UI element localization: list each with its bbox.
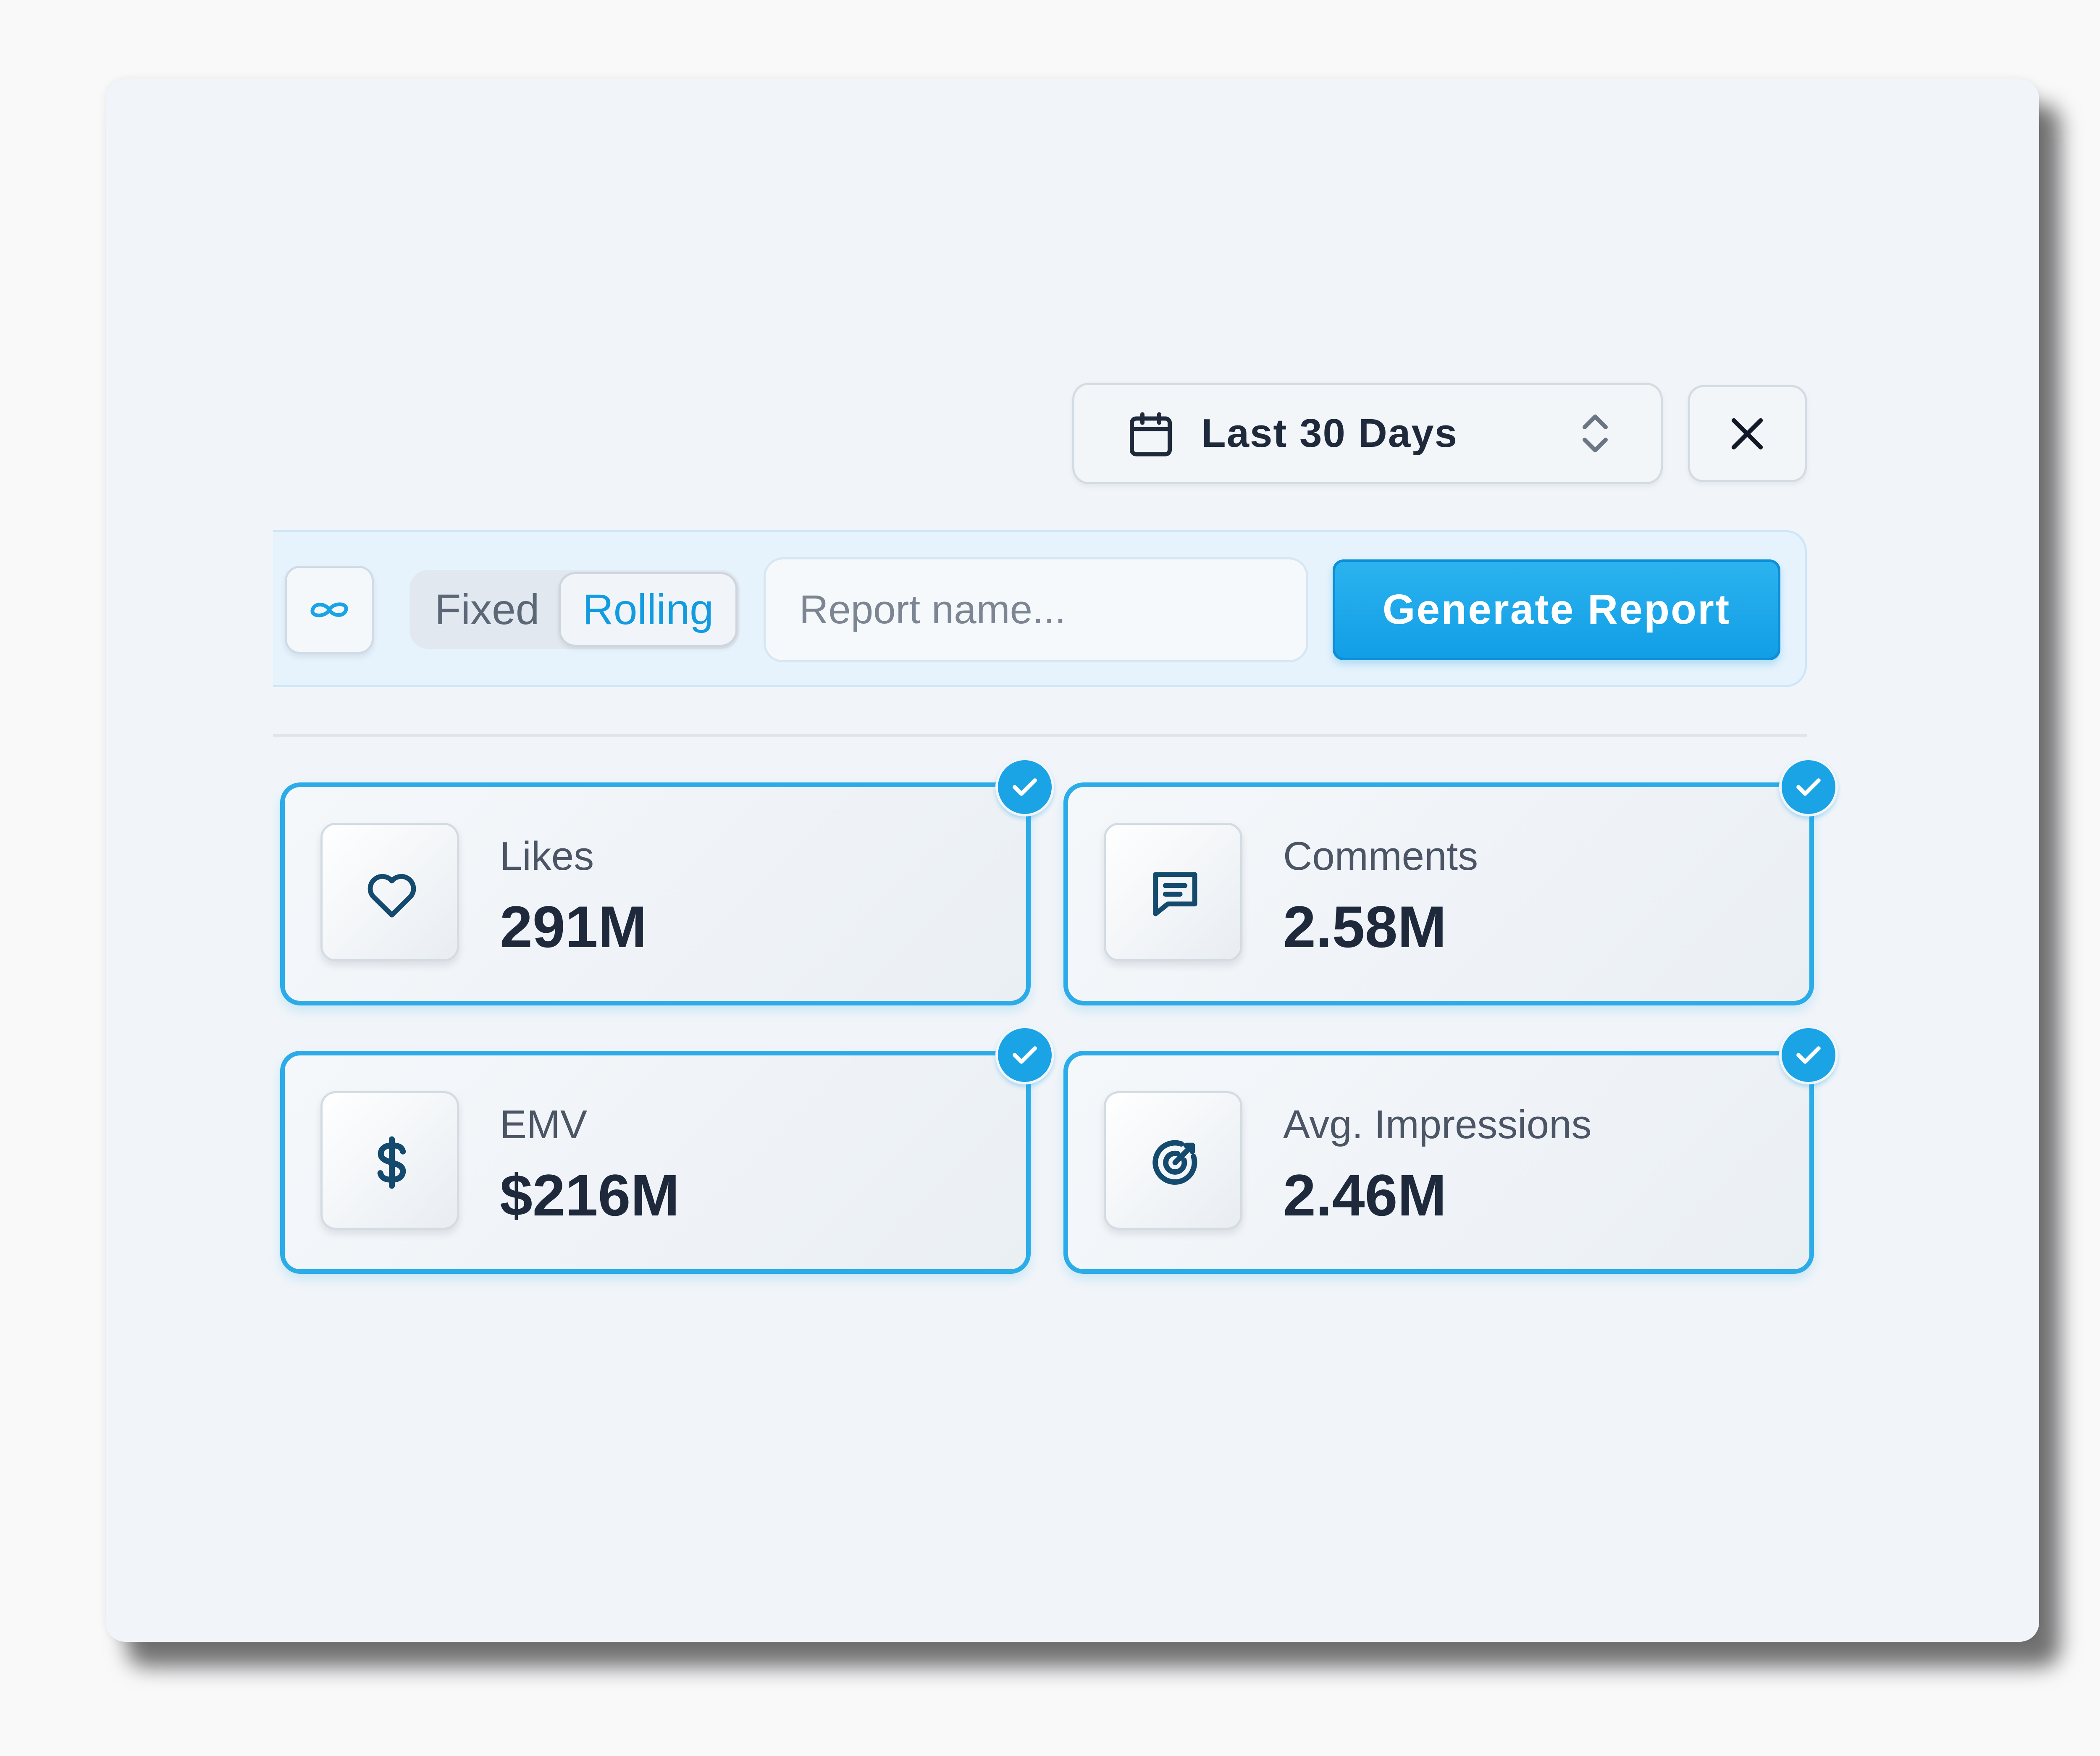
close-icon (1731, 418, 1763, 450)
metric-label: Likes (500, 834, 594, 879)
close-button[interactable] (1688, 385, 1807, 482)
selected-check-badge (995, 758, 1054, 816)
rolling-toggle-button[interactable] (285, 566, 374, 654)
mode-option-fixed[interactable]: Fixed (435, 585, 540, 633)
metric-label: EMV (500, 1102, 588, 1147)
selected-check-badge (1779, 1026, 1838, 1084)
metric-icon-box (320, 823, 459, 961)
metric-card-likes[interactable]: Likes 291M (280, 782, 1031, 1005)
check-icon (1796, 1046, 1821, 1064)
mode-segmented-control: Fixed Rolling (410, 570, 740, 649)
report-name-input[interactable] (764, 557, 1308, 662)
target-icon (1152, 1140, 1197, 1185)
metric-value: 2.46M (1283, 1162, 1447, 1228)
heart-icon (368, 874, 416, 918)
metric-label: Avg. Impressions (1283, 1102, 1592, 1147)
calendar-icon (1130, 412, 1172, 457)
mode-option-rolling[interactable]: Rolling (559, 572, 738, 647)
metric-value: $216M (500, 1162, 680, 1228)
check-icon (1013, 778, 1037, 796)
selected-check-badge (995, 1026, 1054, 1084)
metric-icon-box (1104, 823, 1242, 961)
message-icon (1153, 872, 1197, 916)
dollar-icon (377, 1136, 406, 1189)
metric-value: 2.58M (1283, 894, 1447, 960)
selected-check-badge (1779, 758, 1838, 816)
metric-icon-box (1104, 1091, 1242, 1230)
generate-report-button[interactable]: Generate Report (1333, 559, 1780, 660)
metric-card-avg-impressions[interactable]: Avg. Impressions 2.46M (1063, 1051, 1814, 1274)
infinity-icon (310, 602, 348, 617)
check-icon (1013, 1046, 1037, 1064)
metric-card-comments[interactable]: Comments 2.58M (1063, 782, 1814, 1005)
date-range-label: Last 30 Days (1201, 411, 1458, 456)
metric-value: 291M (500, 894, 647, 960)
check-icon (1796, 778, 1821, 796)
divider (273, 734, 1807, 737)
metric-card-emv[interactable]: EMV $216M (280, 1051, 1031, 1274)
metric-icon-box (320, 1091, 459, 1230)
chevron-up-down-icon (1583, 415, 1608, 452)
metric-label: Comments (1283, 834, 1478, 879)
date-range-select[interactable]: Last 30 Days (1072, 383, 1663, 484)
